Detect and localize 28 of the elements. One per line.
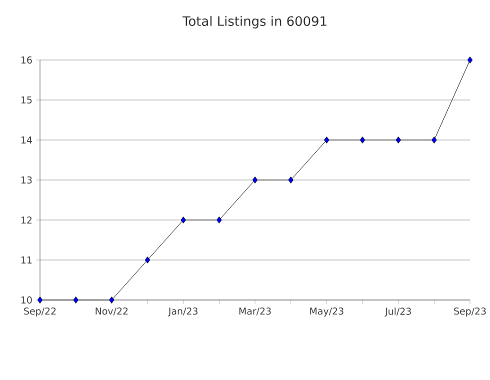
y-tick-label: 16 [21,56,32,64]
point [288,176,294,184]
point [252,176,258,184]
y-tick-label: 13 [21,176,32,184]
y-tick-label: 10 [21,296,32,304]
point [180,216,186,224]
point [360,136,366,144]
x-tick-label: May/23 [310,308,344,317]
x-tick-label: Nov/22 [96,308,128,316]
x-tick-label: Jul/23 [384,308,411,317]
point [109,296,114,304]
x-tick-label: Sep/22 [24,308,56,317]
y-tick-label: 12 [21,216,32,224]
point [73,296,78,304]
x-tick-label: Sep/23 [454,308,486,317]
point [432,136,437,144]
y-tick-label: 14 [21,136,32,144]
point [467,56,473,64]
x-tick-label: Mar/23 [239,308,271,316]
point [144,256,150,264]
point [216,216,222,224]
point [37,296,43,304]
y-tick-label: 11 [21,256,32,264]
chart-title: Total Listings in 60091 [182,16,326,28]
y-tick-label: 15 [21,96,32,104]
point [396,136,401,144]
point [324,136,330,144]
x-tick-label: Jan/23 [168,308,198,316]
